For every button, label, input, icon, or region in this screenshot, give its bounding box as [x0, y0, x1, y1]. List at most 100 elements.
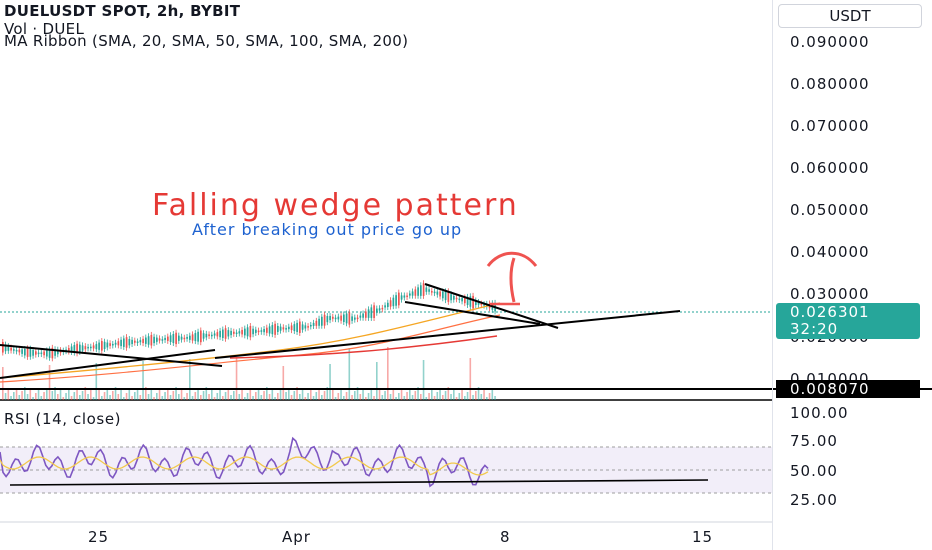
volume-bar	[125, 393, 128, 400]
candle	[365, 311, 367, 318]
arrow-shaft	[509, 257, 516, 303]
volume-bar	[389, 394, 392, 400]
candle	[2, 341, 4, 353]
ma-ribbon-legend[interactable]: MA Ribbon (SMA, 20, SMA, 50, SMA, 100, S…	[4, 32, 409, 50]
symbol-title[interactable]: DUELUSDT SPOT, 2h, BYBIT	[4, 2, 241, 20]
candle	[241, 329, 243, 335]
volume-bar	[414, 391, 417, 400]
ma-100-line	[229, 335, 498, 359]
volume-bar	[161, 396, 164, 400]
candle	[103, 341, 106, 349]
volume-bar	[288, 388, 290, 400]
volume-bar	[425, 397, 428, 400]
candle	[10, 347, 12, 351]
candle	[392, 297, 395, 307]
rsi-tick: 25.00	[790, 491, 838, 509]
volume-bar	[488, 393, 491, 400]
candle	[120, 339, 122, 347]
candle	[340, 315, 342, 321]
candle	[219, 330, 221, 338]
candle	[422, 283, 425, 296]
volume-bar	[233, 391, 235, 400]
volume-bar	[156, 393, 158, 400]
candle	[348, 312, 351, 325]
volume-bar	[114, 387, 117, 400]
candle	[189, 335, 191, 340]
candle	[180, 336, 183, 340]
price-scale[interactable]	[772, 0, 932, 550]
rsi-ma-line	[0, 456, 489, 476]
volume-bar	[455, 397, 458, 400]
volume-bar	[464, 396, 466, 400]
candle	[389, 300, 392, 307]
candle	[35, 351, 37, 355]
candle	[323, 314, 326, 326]
currency-button[interactable]: USDT	[778, 4, 922, 28]
volume-bar	[367, 393, 370, 400]
candle	[403, 295, 406, 298]
volume-bar	[205, 387, 208, 400]
rsi-tick: 75.00	[790, 432, 838, 450]
price-tick: 0.090000	[790, 33, 870, 51]
volume-bar	[238, 394, 241, 400]
volume-bar	[48, 365, 51, 400]
volume-bar	[200, 395, 202, 400]
candle	[172, 334, 175, 344]
volume-bar	[40, 396, 43, 400]
volume-bar	[461, 389, 463, 400]
candle	[381, 307, 384, 310]
candle	[18, 349, 21, 353]
rsi-legend[interactable]: RSI (14, close)	[4, 410, 122, 428]
candle	[304, 325, 307, 329]
candle	[125, 337, 128, 348]
volume-bar	[362, 390, 364, 400]
candle	[156, 337, 158, 342]
annotation-subtitle: After breaking out price go up	[192, 220, 463, 239]
volume-legend[interactable]: Vol · DUEL	[4, 20, 85, 38]
volume-bar	[191, 396, 194, 400]
volume-bar	[84, 387, 87, 400]
volume-bar	[365, 397, 367, 400]
candle	[13, 349, 15, 351]
candle	[183, 337, 186, 340]
candle	[208, 334, 210, 337]
volume-bar	[123, 397, 125, 400]
candle	[461, 298, 463, 302]
candle	[87, 346, 89, 349]
volume-bar	[323, 391, 326, 400]
candle	[271, 325, 274, 335]
volume-bar	[35, 393, 37, 400]
volume-bar	[136, 388, 139, 400]
volume-bar	[43, 392, 45, 400]
candle	[362, 313, 364, 318]
candle	[439, 291, 441, 297]
current-price-tag: 0.026301 32:20	[776, 303, 920, 339]
volume-bar	[92, 397, 95, 400]
candle	[112, 343, 114, 346]
volume-bar	[332, 390, 334, 400]
volume-bar	[87, 394, 89, 400]
volume-bar	[216, 393, 219, 400]
rsi-tick: 50.00	[790, 462, 838, 480]
candle	[48, 349, 51, 358]
candle	[134, 340, 136, 343]
candle	[43, 351, 45, 356]
candle	[277, 325, 279, 332]
candle	[299, 321, 301, 333]
volume-bar	[340, 389, 342, 400]
volume-bar	[95, 363, 98, 400]
candle	[296, 322, 298, 333]
volume-bar	[378, 388, 381, 400]
volume-bar	[326, 387, 329, 400]
candle	[376, 308, 378, 313]
volume-bar	[296, 387, 298, 400]
candle	[57, 349, 59, 355]
volume-bar	[274, 397, 276, 400]
candle	[37, 352, 40, 355]
volume-bar	[2, 367, 4, 400]
candle	[334, 317, 337, 320]
volume-bar	[197, 388, 199, 400]
volume-bar	[202, 391, 205, 400]
candle	[359, 315, 362, 318]
